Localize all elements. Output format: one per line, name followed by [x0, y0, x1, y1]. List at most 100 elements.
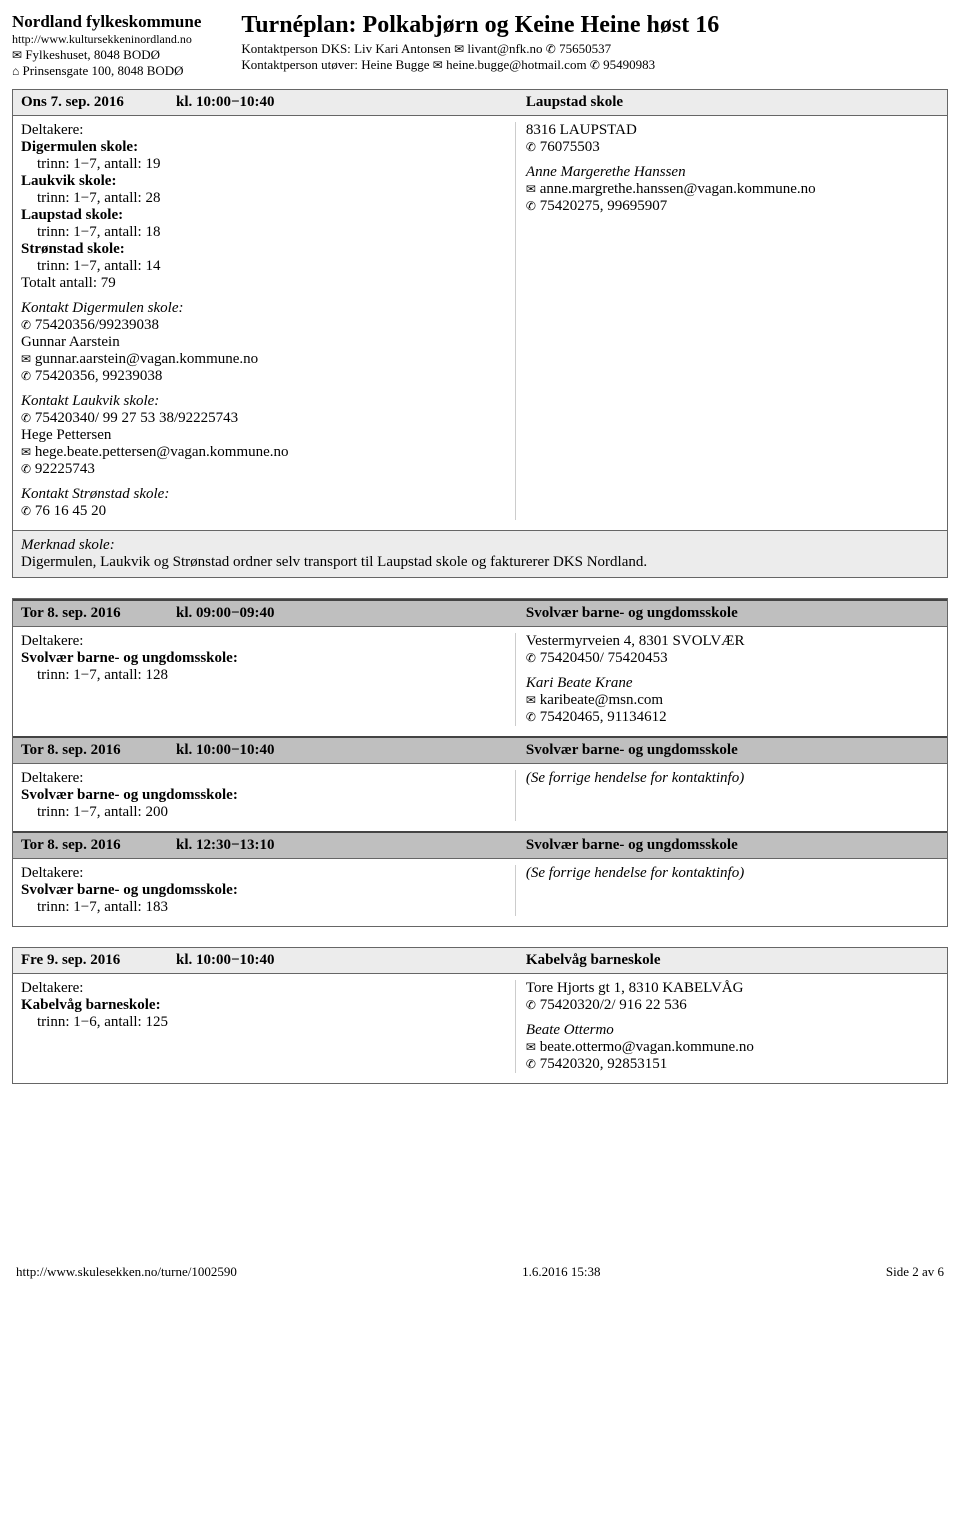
school-name: Svolvær barne- og ungdomsskole: [21, 882, 505, 899]
org-postal: ✉ Fylkeshuset, 8048 BODØ [12, 47, 201, 63]
total-count: Totalt antall: 79 [21, 275, 505, 292]
venue-email: ✉ beate.ottermo@vagan.kommune.no [526, 1039, 939, 1056]
contact-phone2: ✆ 92225743 [21, 461, 505, 478]
org-name: Nordland fylkeskommune [12, 12, 201, 32]
event-time: kl. 10:00−10:40 [176, 952, 526, 969]
note-text: Digermulen, Laukvik og Strønstad ordner … [21, 554, 939, 571]
phone-icon: ✆ [590, 58, 600, 72]
tour-title: Turnéplan: Polkabjørn og Keine Heine høs… [241, 12, 948, 39]
contact-phone: ✆ 76 16 45 20 [21, 503, 505, 520]
contact-email: ✉ hege.beate.pettersen@vagan.kommune.no [21, 444, 505, 461]
contact-phone: ✆ 75420340/ 99 27 53 38/92225743 [21, 410, 505, 427]
school-name: Digermulen skole: [21, 139, 505, 156]
see-previous: (Se forrige hendelse for kontaktinfo) [526, 865, 939, 882]
school-name: Svolvær barne- og ungdomsskole: [21, 787, 505, 804]
mail-icon: ✉ [526, 1040, 536, 1054]
school-name: Kabelvåg barneskole: [21, 997, 505, 1014]
phone-icon: ✆ [546, 42, 556, 56]
contact-name: Gunnar Aarstein [21, 334, 505, 351]
event-block: Fre 9. sep. 2016 kl. 10:00−10:40 Kabelvå… [12, 947, 948, 1084]
school-detail: trinn: 1−7, antall: 183 [21, 899, 505, 916]
venue-address: Tore Hjorts gt 1, 8310 KABELVÅG [526, 980, 939, 997]
mail-icon: ✉ [12, 48, 22, 62]
org-block: Nordland fylkeskommune http://www.kultur… [12, 12, 201, 79]
contact-performer: Kontaktperson utøver: Heine Bugge ✉ hein… [241, 57, 948, 73]
school-detail: trinn: 1−7, antall: 18 [21, 224, 505, 241]
venue-phone2: ✆ 75420465, 91134612 [526, 709, 939, 726]
event-right: (Se forrige hendelse for kontaktinfo) [515, 770, 939, 821]
school-name: Laupstad skole: [21, 207, 505, 224]
venue-person: Kari Beate Krane [526, 675, 939, 692]
venue-phone: ✆ 75420450/ 75420453 [526, 650, 939, 667]
footer-timestamp: 1.6.2016 15:38 [522, 1264, 600, 1280]
footer-page: Side 2 av 6 [886, 1264, 944, 1280]
contact-title: Kontakt Digermulen skole: [21, 300, 505, 317]
participants-label: Deltakere: [21, 770, 505, 787]
phone-icon: ✆ [526, 140, 536, 154]
page-footer: http://www.skulesekken.no/turne/1002590 … [12, 1264, 948, 1280]
page-header: Nordland fylkeskommune http://www.kultur… [12, 12, 948, 79]
school-detail: trinn: 1−7, antall: 14 [21, 258, 505, 275]
event-venue: Svolvær barne- og ungdomsskole [526, 605, 939, 622]
venue-phone2: ✆ 75420320, 92853151 [526, 1056, 939, 1073]
contact-name: Hege Pettersen [21, 427, 505, 444]
venue-person: Beate Ottermo [526, 1022, 939, 1039]
contact-title: Kontakt Laukvik skole: [21, 393, 505, 410]
event-header: Tor 8. sep. 2016 kl. 10:00−10:40 Svolvær… [13, 736, 947, 764]
school-detail: trinn: 1−7, antall: 19 [21, 156, 505, 173]
school-detail: trinn: 1−7, antall: 28 [21, 190, 505, 207]
event-block: Tor 8. sep. 2016 kl. 09:00−09:40 Svolvær… [12, 598, 948, 927]
event-right: (Se forrige hendelse for kontaktinfo) [515, 865, 939, 916]
footer-url: http://www.skulesekken.no/turne/1002590 [16, 1264, 237, 1280]
event-date: Tor 8. sep. 2016 [21, 837, 176, 854]
mail-icon: ✉ [433, 58, 443, 72]
contact-email: ✉ gunnar.aarstein@vagan.kommune.no [21, 351, 505, 368]
school-detail: trinn: 1−6, antall: 125 [21, 1014, 505, 1031]
event-time: kl. 10:00−10:40 [176, 742, 526, 759]
venue-phone: ✆ 75420320/2/ 916 22 536 [526, 997, 939, 1014]
contact-title: Kontakt Strønstad skole: [21, 486, 505, 503]
org-visit: ⌂ Prinsensgate 100, 8048 BODØ [12, 63, 201, 79]
phone-icon: ✆ [526, 998, 536, 1012]
venue-person: Anne Margerethe Hanssen [526, 164, 939, 181]
contact-phone: ✆ 75420356/99239038 [21, 317, 505, 334]
phone-icon: ✆ [21, 462, 31, 476]
event-header: Fre 9. sep. 2016 kl. 10:00−10:40 Kabelvå… [13, 948, 947, 974]
phone-icon: ✆ [526, 710, 536, 724]
event-right: Tore Hjorts gt 1, 8310 KABELVÅG ✆ 754203… [515, 980, 939, 1073]
event-left: Deltakere: Kabelvåg barneskole: trinn: 1… [21, 980, 505, 1073]
event-time: kl. 10:00−10:40 [176, 94, 526, 111]
school-detail: trinn: 1−7, antall: 200 [21, 804, 505, 821]
event-left: Deltakere: Svolvær barne- og ungdomsskol… [21, 633, 505, 726]
event-body: Deltakere: Digermulen skole: trinn: 1−7,… [13, 116, 947, 530]
phone-icon: ✆ [526, 199, 536, 213]
phone-icon: ✆ [526, 651, 536, 665]
event-venue: Svolvær barne- og ungdomsskole [526, 742, 939, 759]
event-left: Deltakere: Digermulen skole: trinn: 1−7,… [21, 122, 505, 520]
event-right: Vestermyrveien 4, 8301 SVOLVÆR ✆ 7542045… [515, 633, 939, 726]
participants-label: Deltakere: [21, 865, 505, 882]
mail-icon: ✉ [526, 182, 536, 196]
event-header: Ons 7. sep. 2016 kl. 10:00−10:40 Laupsta… [13, 90, 947, 116]
phone-icon: ✆ [21, 369, 31, 383]
school-name: Svolvær barne- og ungdomsskole: [21, 650, 505, 667]
phone-icon: ✆ [21, 318, 31, 332]
event-block: Ons 7. sep. 2016 kl. 10:00−10:40 Laupsta… [12, 89, 948, 578]
event-left: Deltakere: Svolvær barne- og ungdomsskol… [21, 865, 505, 916]
venue-email: ✉ karibeate@msn.com [526, 692, 939, 709]
event-body: Deltakere: Kabelvåg barneskole: trinn: 1… [13, 974, 947, 1083]
venue-phone2: ✆ 75420275, 99695907 [526, 198, 939, 215]
contact-phone2: ✆ 75420356, 99239038 [21, 368, 505, 385]
event-header: Tor 8. sep. 2016 kl. 09:00−09:40 Svolvær… [13, 599, 947, 627]
contact-dks: Kontaktperson DKS: Liv Kari Antonsen ✉ l… [241, 41, 948, 57]
mail-icon: ✉ [454, 42, 464, 56]
venue-phone: ✆ 76075503 [526, 139, 939, 156]
event-body: Deltakere: Svolvær barne- og ungdomsskol… [13, 859, 947, 926]
mail-icon: ✉ [526, 693, 536, 707]
event-venue: Laupstad skole [526, 94, 939, 111]
event-time: kl. 09:00−09:40 [176, 605, 526, 622]
see-previous: (Se forrige hendelse for kontaktinfo) [526, 770, 939, 787]
event-venue: Kabelvåg barneskole [526, 952, 939, 969]
event-venue: Svolvær barne- og ungdomsskole [526, 837, 939, 854]
event-body: Deltakere: Svolvær barne- og ungdomsskol… [13, 764, 947, 831]
